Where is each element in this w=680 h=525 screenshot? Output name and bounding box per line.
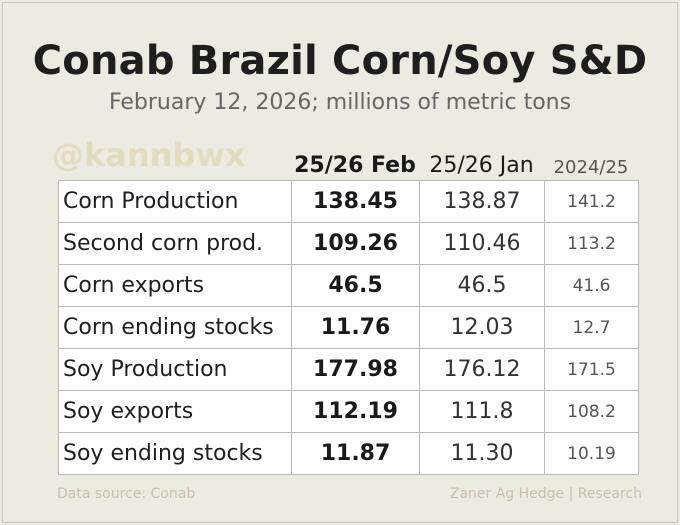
table-row: Corn Production 138.45 138.87 141.2 <box>58 180 639 223</box>
row-label: Corn ending stocks <box>58 306 292 349</box>
row-label: Soy Production <box>58 348 292 391</box>
table-row: Corn exports 46.5 46.5 41.6 <box>58 264 639 307</box>
cell-prev-year: 41.6 <box>544 264 639 307</box>
row-label: Soy exports <box>58 390 292 433</box>
watermark-handle: @kannbwx <box>52 136 246 174</box>
cell-feb: 112.19 <box>291 390 420 433</box>
cell-prev-year: 141.2 <box>544 180 639 223</box>
credit-note: Zaner Ag Hedge | Research <box>449 486 642 502</box>
table-row: Soy ending stocks 11.87 11.30 10.19 <box>58 432 639 475</box>
cell-prev-year: 171.5 <box>544 348 639 391</box>
row-label: Soy ending stocks <box>58 432 292 475</box>
cell-feb: 46.5 <box>291 264 420 307</box>
chart-subtitle: February 12, 2026; millions of metric to… <box>108 90 572 115</box>
cell-prev-year: 12.7 <box>544 306 639 349</box>
cell-jan: 110.46 <box>419 222 545 265</box>
cell-feb: 177.98 <box>291 348 420 391</box>
cell-jan: 46.5 <box>419 264 545 307</box>
cell-feb: 138.45 <box>291 180 420 223</box>
column-header-feb: 25/26 Feb <box>294 153 416 178</box>
column-header-jan: 25/26 Jan <box>429 153 534 178</box>
table-row: Soy Production 177.98 176.12 171.5 <box>58 348 639 391</box>
row-label: Corn Production <box>58 180 292 223</box>
cell-prev-year: 113.2 <box>544 222 639 265</box>
cell-feb: 11.76 <box>291 306 420 349</box>
column-header-prev-year: 2024/25 <box>553 157 629 178</box>
row-label: Second corn prod. <box>58 222 292 265</box>
table-row: Soy exports 112.19 111.8 108.2 <box>58 390 639 433</box>
cell-jan: 12.03 <box>419 306 545 349</box>
cell-feb: 11.87 <box>291 432 420 475</box>
cell-jan: 138.87 <box>419 180 545 223</box>
cell-jan: 11.30 <box>419 432 545 475</box>
cell-prev-year: 10.19 <box>544 432 639 475</box>
cell-prev-year: 108.2 <box>544 390 639 433</box>
sd-table: Corn Production 138.45 138.87 141.2 Seco… <box>58 180 639 475</box>
chart-title: Conab Brazil Corn/Soy S&D <box>32 38 648 84</box>
row-label: Corn exports <box>58 264 292 307</box>
cell-feb: 109.26 <box>291 222 420 265</box>
table-row: Second corn prod. 109.26 110.46 113.2 <box>58 222 639 265</box>
cell-jan: 176.12 <box>419 348 545 391</box>
table-row: Corn ending stocks 11.76 12.03 12.7 <box>58 306 639 349</box>
data-source-note: Data source: Conab <box>57 486 196 502</box>
cell-jan: 111.8 <box>419 390 545 433</box>
